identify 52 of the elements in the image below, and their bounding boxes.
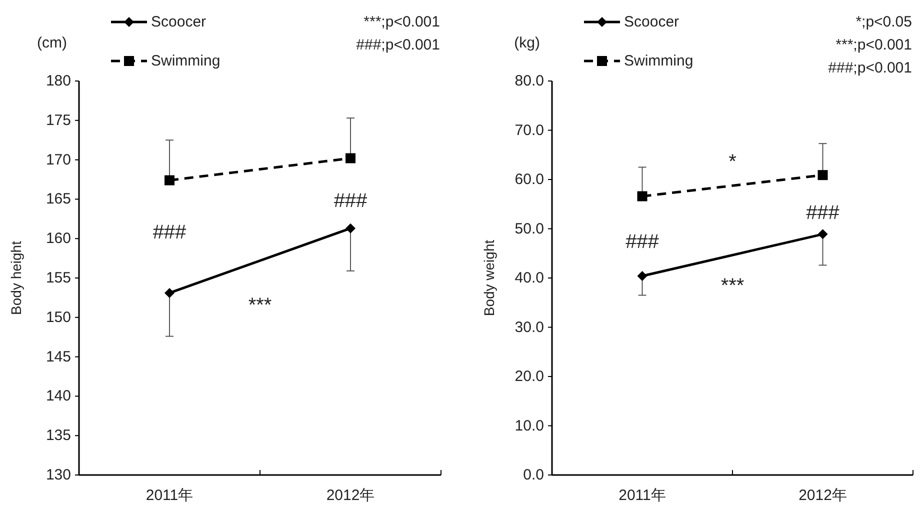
text: ###;p<0.001 (828, 60, 912, 76)
y-tick-label: 30.0 (514, 318, 544, 336)
x-tick-label: 2012年 (326, 487, 375, 504)
y-tick-label: 60.0 (514, 171, 544, 188)
text: *;p<0.05 (856, 14, 912, 30)
legend-label: Swimming (151, 52, 220, 70)
y-tick-label: 175 (46, 112, 71, 129)
point (164, 288, 174, 298)
point (346, 223, 356, 234)
legend-label: Swimming (624, 52, 694, 70)
y-tick-label: 10.0 (514, 417, 544, 434)
annotation: * (728, 150, 737, 173)
y-tick-label: 150 (46, 308, 71, 326)
y-tick-label: 155 (46, 270, 71, 286)
annotation: *** (248, 294, 272, 317)
text: ###;p<0.001 (356, 36, 440, 54)
legend-label: Scoocer (624, 14, 680, 30)
point (818, 229, 828, 240)
x-tick-label: 2012年 (798, 487, 847, 504)
text: ***;p<0.001 (836, 36, 912, 54)
point (164, 175, 174, 186)
x-tick-label: 2011年 (146, 487, 194, 504)
y-tick-label: 0.0 (523, 466, 544, 484)
annotation: ### (334, 190, 368, 212)
y-tick-label: 40.0 (514, 270, 544, 286)
y-axis-title: Body height (8, 240, 24, 315)
text: (cm) (37, 34, 67, 52)
point (346, 153, 356, 164)
point (637, 191, 648, 202)
y-tick-label: 50.0 (514, 220, 544, 238)
annotation: *** (720, 274, 744, 297)
y-tick-label: 170 (46, 151, 71, 168)
legend-label: Scoocer (151, 14, 206, 30)
text: (kg) (514, 34, 540, 52)
y-tick-label: 130 (46, 466, 71, 484)
text: ***;p<0.001 (364, 14, 440, 30)
y-tick-label: 140 (46, 388, 71, 405)
y-tick-label: 20.0 (514, 368, 544, 385)
point (637, 271, 648, 282)
annotation: ### (152, 222, 188, 244)
annotation: ### (626, 230, 660, 253)
point (818, 170, 828, 180)
y-tick-label: 180 (46, 72, 71, 90)
y-axis-title: Body weight (481, 240, 497, 316)
y-tick-label: 145 (46, 348, 71, 366)
y-tick-label: 160 (46, 230, 71, 248)
y-tick-label: 80.0 (514, 72, 544, 90)
x-tick-label: 2011年 (618, 487, 666, 504)
y-tick-label: 165 (46, 190, 71, 208)
y-tick-label: 135 (46, 427, 71, 444)
y-tick-label: 70.0 (514, 122, 544, 139)
annotation: ### (806, 202, 840, 224)
